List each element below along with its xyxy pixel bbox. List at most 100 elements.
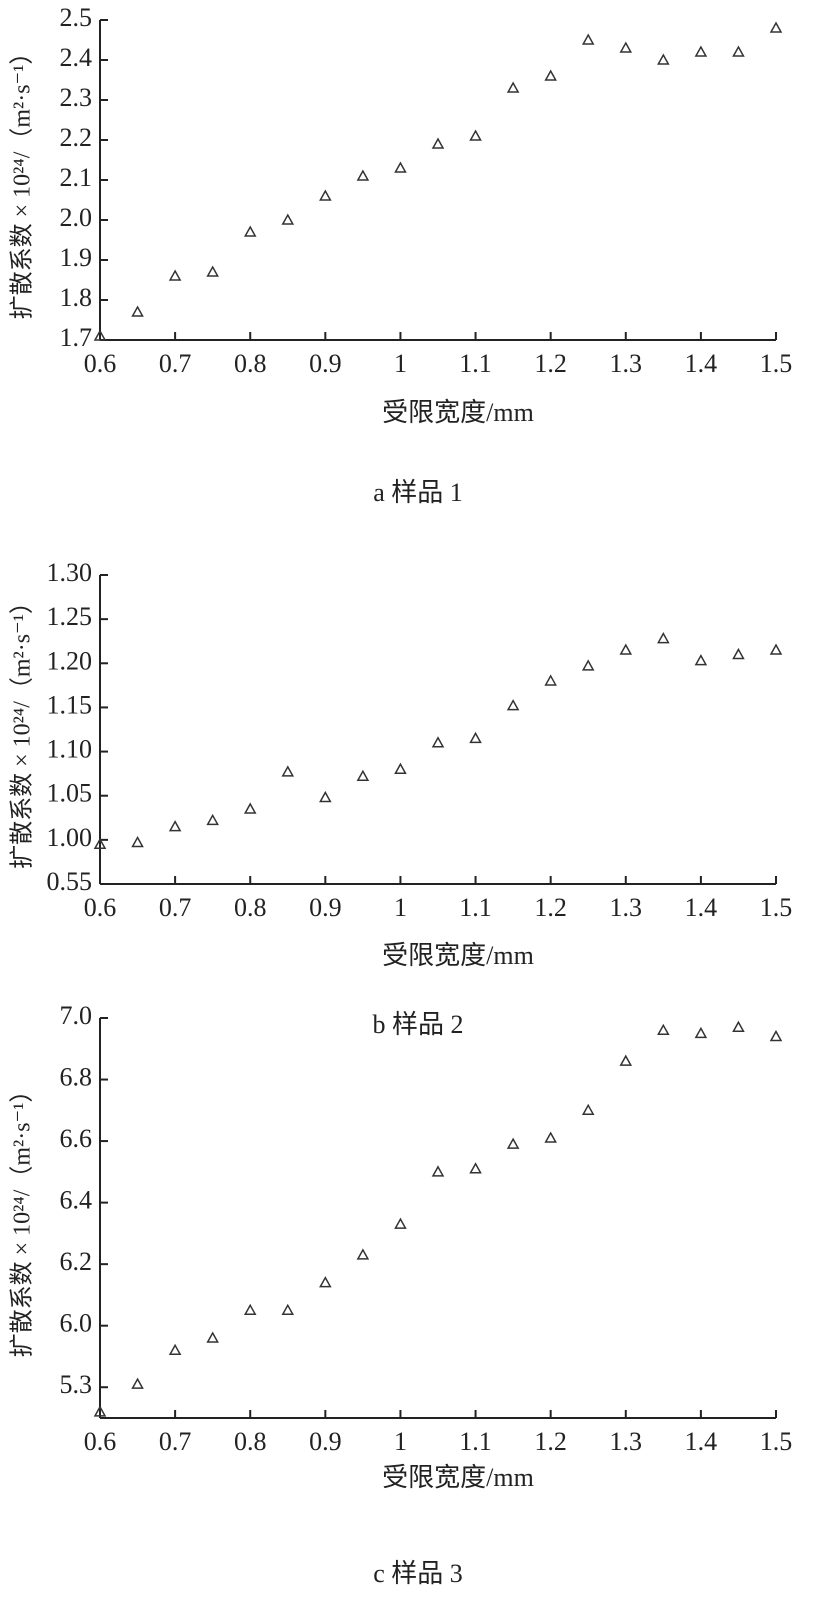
- x-tick-label: 1.4: [685, 893, 718, 922]
- data-point: [694, 1026, 708, 1039]
- x-tick-label: 1: [394, 1427, 407, 1456]
- data-point: [769, 21, 783, 33]
- data-point: [769, 1029, 783, 1042]
- data-point: [431, 1165, 445, 1177]
- y-tick-label: 0.55: [47, 867, 93, 896]
- x-tick-label: 0.8: [234, 1427, 267, 1456]
- y-tick-label: 1.10: [47, 735, 93, 764]
- x-tick-label: 0.7: [159, 893, 192, 922]
- data-point: [431, 137, 445, 149]
- x-axis-label: 受限宽度/mm: [382, 398, 534, 427]
- y-tick-label: 1.05: [47, 779, 93, 808]
- y-tick-label: 1.8: [60, 283, 93, 312]
- data-point: [243, 1303, 257, 1316]
- data-point: [544, 674, 557, 686]
- data-point: [206, 265, 219, 277]
- x-tick-label: 1: [394, 893, 407, 922]
- data-point: [168, 1343, 182, 1356]
- x-tick-label: 1.5: [760, 349, 793, 378]
- data-point: [168, 269, 182, 281]
- data-point: [431, 736, 445, 748]
- data-point: [243, 802, 257, 814]
- x-tick-label: 1.1: [459, 349, 492, 378]
- data-point: [319, 790, 332, 803]
- data-point: [131, 1377, 144, 1389]
- data-point: [619, 643, 633, 655]
- x-tick-label: 0.9: [309, 893, 342, 922]
- data-point: [544, 69, 557, 81]
- data-point: [581, 659, 595, 671]
- data-point: [243, 225, 257, 237]
- data-point: [131, 835, 144, 848]
- x-tick-label: 1.1: [459, 1427, 492, 1456]
- y-axis-label: 扩散系数 × 10²⁴/（m²·s⁻¹）: [9, 41, 36, 320]
- data-point: [732, 45, 745, 57]
- data-point: [356, 1248, 370, 1260]
- x-tick-label: 0.6: [84, 349, 117, 378]
- y-tick-label: 6.6: [60, 1124, 93, 1153]
- x-tick-label: 1.4: [685, 1427, 718, 1456]
- x-tick-label: 1.1: [459, 893, 492, 922]
- data-point: [581, 33, 595, 45]
- data-point: [93, 329, 107, 341]
- x-tick-label: 1.5: [760, 1427, 793, 1456]
- x-axis-label: 受限宽度/mm: [382, 941, 534, 970]
- data-point: [694, 654, 708, 666]
- x-tick-label: 1.4: [685, 349, 718, 378]
- x-tick-label: 1.3: [610, 349, 643, 378]
- y-tick-label: 6.8: [60, 1063, 93, 1092]
- y-axis-label: 扩散系数 × 10²⁴/（m²·s⁻¹）: [9, 590, 36, 869]
- data-point: [506, 699, 520, 711]
- x-tick-label: 1: [394, 349, 407, 378]
- data-point: [356, 169, 370, 181]
- x-axis-label: 受限宽度/mm: [382, 1463, 534, 1492]
- y-tick-label: 6.0: [60, 1309, 93, 1338]
- x-tick-label: 0.6: [84, 1427, 117, 1456]
- data-point: [281, 765, 295, 777]
- data-point: [694, 45, 708, 57]
- data-point: [657, 53, 670, 65]
- x-tick-label: 0.7: [159, 349, 192, 378]
- y-tick-label: 1.20: [47, 646, 93, 675]
- data-point: [131, 305, 144, 317]
- data-point: [506, 1137, 520, 1149]
- x-tick-label: 0.7: [159, 1427, 192, 1456]
- data-point: [619, 41, 633, 53]
- data-point: [469, 129, 482, 141]
- data-point: [506, 81, 520, 93]
- y-tick-label: 6.4: [60, 1186, 93, 1215]
- data-point: [356, 769, 370, 782]
- data-point: [206, 1331, 219, 1343]
- data-point: [93, 837, 107, 850]
- y-tick-label: 1.9: [60, 243, 93, 272]
- data-point: [657, 632, 670, 644]
- y-tick-label: 2.5: [60, 3, 93, 32]
- data-point: [544, 1131, 557, 1143]
- data-point: [394, 161, 407, 173]
- y-axis-label: 扩散系数 × 10²⁴/（m²·s⁻¹）: [9, 1079, 36, 1358]
- y-tick-label: 2.3: [60, 83, 93, 112]
- data-point: [319, 189, 332, 201]
- y-tick-label: 1.30: [47, 558, 93, 587]
- data-point: [394, 1217, 407, 1229]
- data-point: [581, 1103, 595, 1116]
- data-point: [469, 731, 482, 744]
- y-tick-label: 7.0: [60, 1001, 93, 1030]
- data-point: [619, 1054, 633, 1066]
- x-tick-label: 0.9: [309, 349, 342, 378]
- data-point: [281, 1303, 295, 1316]
- x-tick-label: 0.6: [84, 893, 117, 922]
- x-tick-label: 1.2: [534, 1427, 567, 1456]
- x-tick-label: 0.9: [309, 1427, 342, 1456]
- y-tick-label: 1.7: [60, 323, 93, 352]
- x-tick-label: 1.3: [610, 1427, 643, 1456]
- data-point: [394, 762, 407, 774]
- x-tick-label: 1.3: [610, 893, 643, 922]
- y-tick-label: 1.00: [47, 823, 93, 852]
- data-point: [732, 647, 745, 660]
- data-point: [769, 643, 783, 655]
- data-point: [319, 1276, 332, 1288]
- y-tick-label: 1.15: [47, 690, 93, 719]
- y-tick-label: 2.1: [60, 163, 93, 192]
